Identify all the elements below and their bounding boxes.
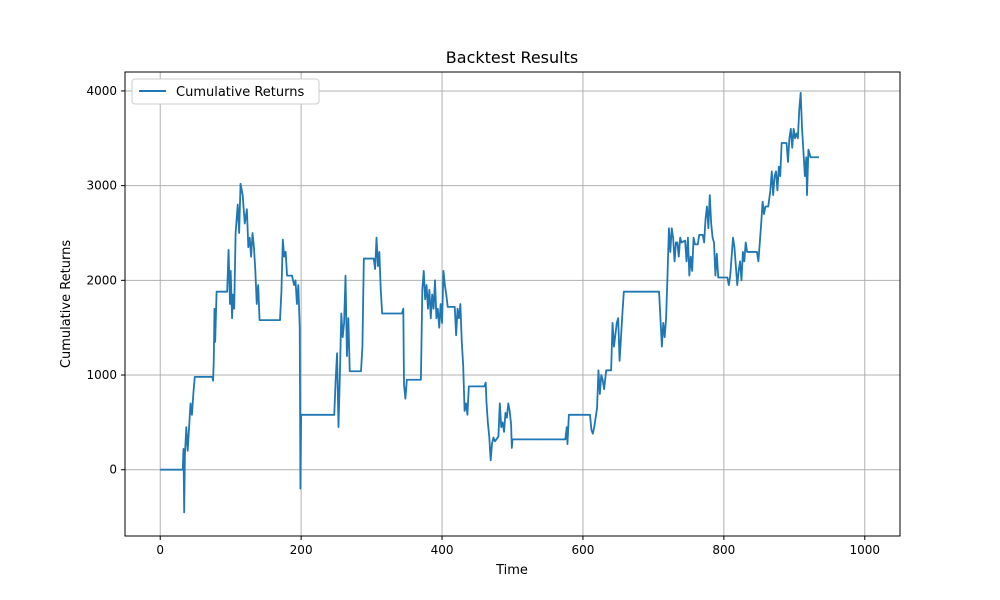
series-layer xyxy=(160,91,819,514)
legend-label-cumulative-returns: Cumulative Returns xyxy=(176,85,304,100)
series-line-cumulative-returns xyxy=(160,91,819,514)
x-tick-label: 200 xyxy=(290,543,313,557)
x-tick-label: 800 xyxy=(712,543,735,557)
x-tick-label: 400 xyxy=(431,543,454,557)
legend-box xyxy=(131,78,320,105)
x-tick-label: 0 xyxy=(156,543,164,557)
x-tick-label: 1000 xyxy=(849,543,880,557)
y-tick-label: 1000 xyxy=(86,368,117,382)
x-axis: 0 200 400 600 800 1000 xyxy=(156,536,880,557)
y-tick-label: 3000 xyxy=(86,179,117,193)
y-axis: 0 1000 2000 3000 4000 xyxy=(86,84,125,477)
plot-frame xyxy=(124,71,901,537)
chart-title: Backtest Results xyxy=(446,48,578,67)
x-axis-label: Time xyxy=(495,563,528,578)
y-tick-label: 4000 xyxy=(86,84,117,98)
x-tick-label: 600 xyxy=(572,543,595,557)
y-tick-label: 2000 xyxy=(86,273,117,287)
y-tick-label: 0 xyxy=(109,463,117,477)
legend: Cumulative Returns xyxy=(131,78,320,105)
y-axis-label: Cumulative Returns xyxy=(59,240,74,368)
